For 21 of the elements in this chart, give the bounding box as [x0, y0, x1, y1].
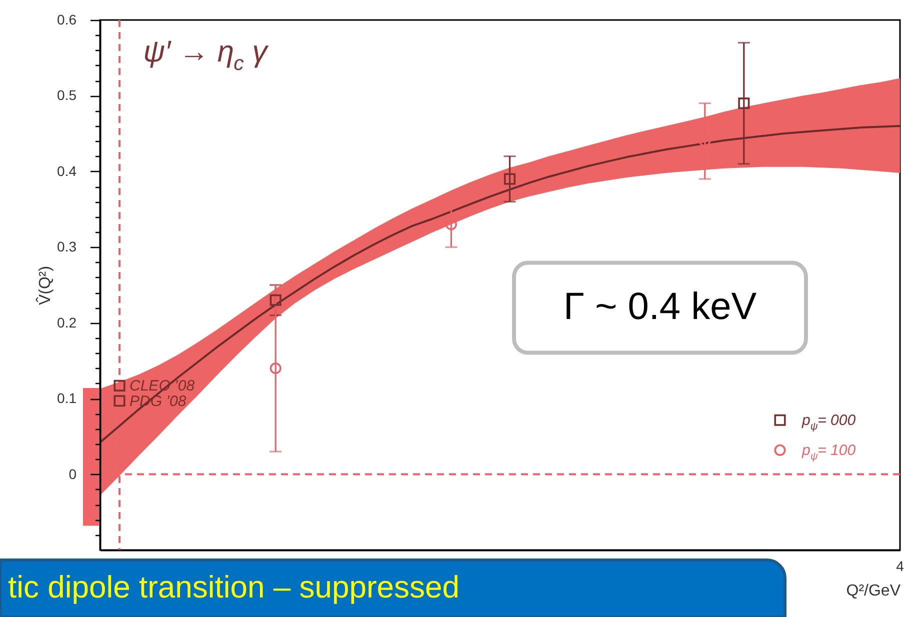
y-tick-label: 0.1: [57, 390, 77, 406]
annotation: Γ ~ 0.4 keV: [563, 286, 758, 328]
y-tick-label: 0.3: [57, 238, 77, 255]
y-tick-label: 0.4: [57, 162, 77, 179]
point: [445, 218, 457, 230]
point: [114, 380, 126, 392]
point: [114, 395, 126, 407]
text: tic dipole transition – suppressed: [8, 570, 460, 604]
y-tick-label: 0.5: [57, 87, 77, 104]
line-series: [100, 125, 900, 444]
point: [270, 362, 282, 374]
point: [270, 294, 282, 306]
y-axis-title: V̂(Q²): [35, 266, 54, 306]
x-axis-title: Q²/GeV: [846, 582, 901, 600]
text: 4: [896, 558, 904, 574]
y-tick-label: 0: [68, 466, 77, 482]
point: [699, 135, 711, 147]
point: [504, 173, 516, 185]
y-tick-label: 0.2: [57, 314, 77, 330]
point: [738, 98, 750, 110]
y-tick-label: 0.6: [57, 12, 77, 28]
